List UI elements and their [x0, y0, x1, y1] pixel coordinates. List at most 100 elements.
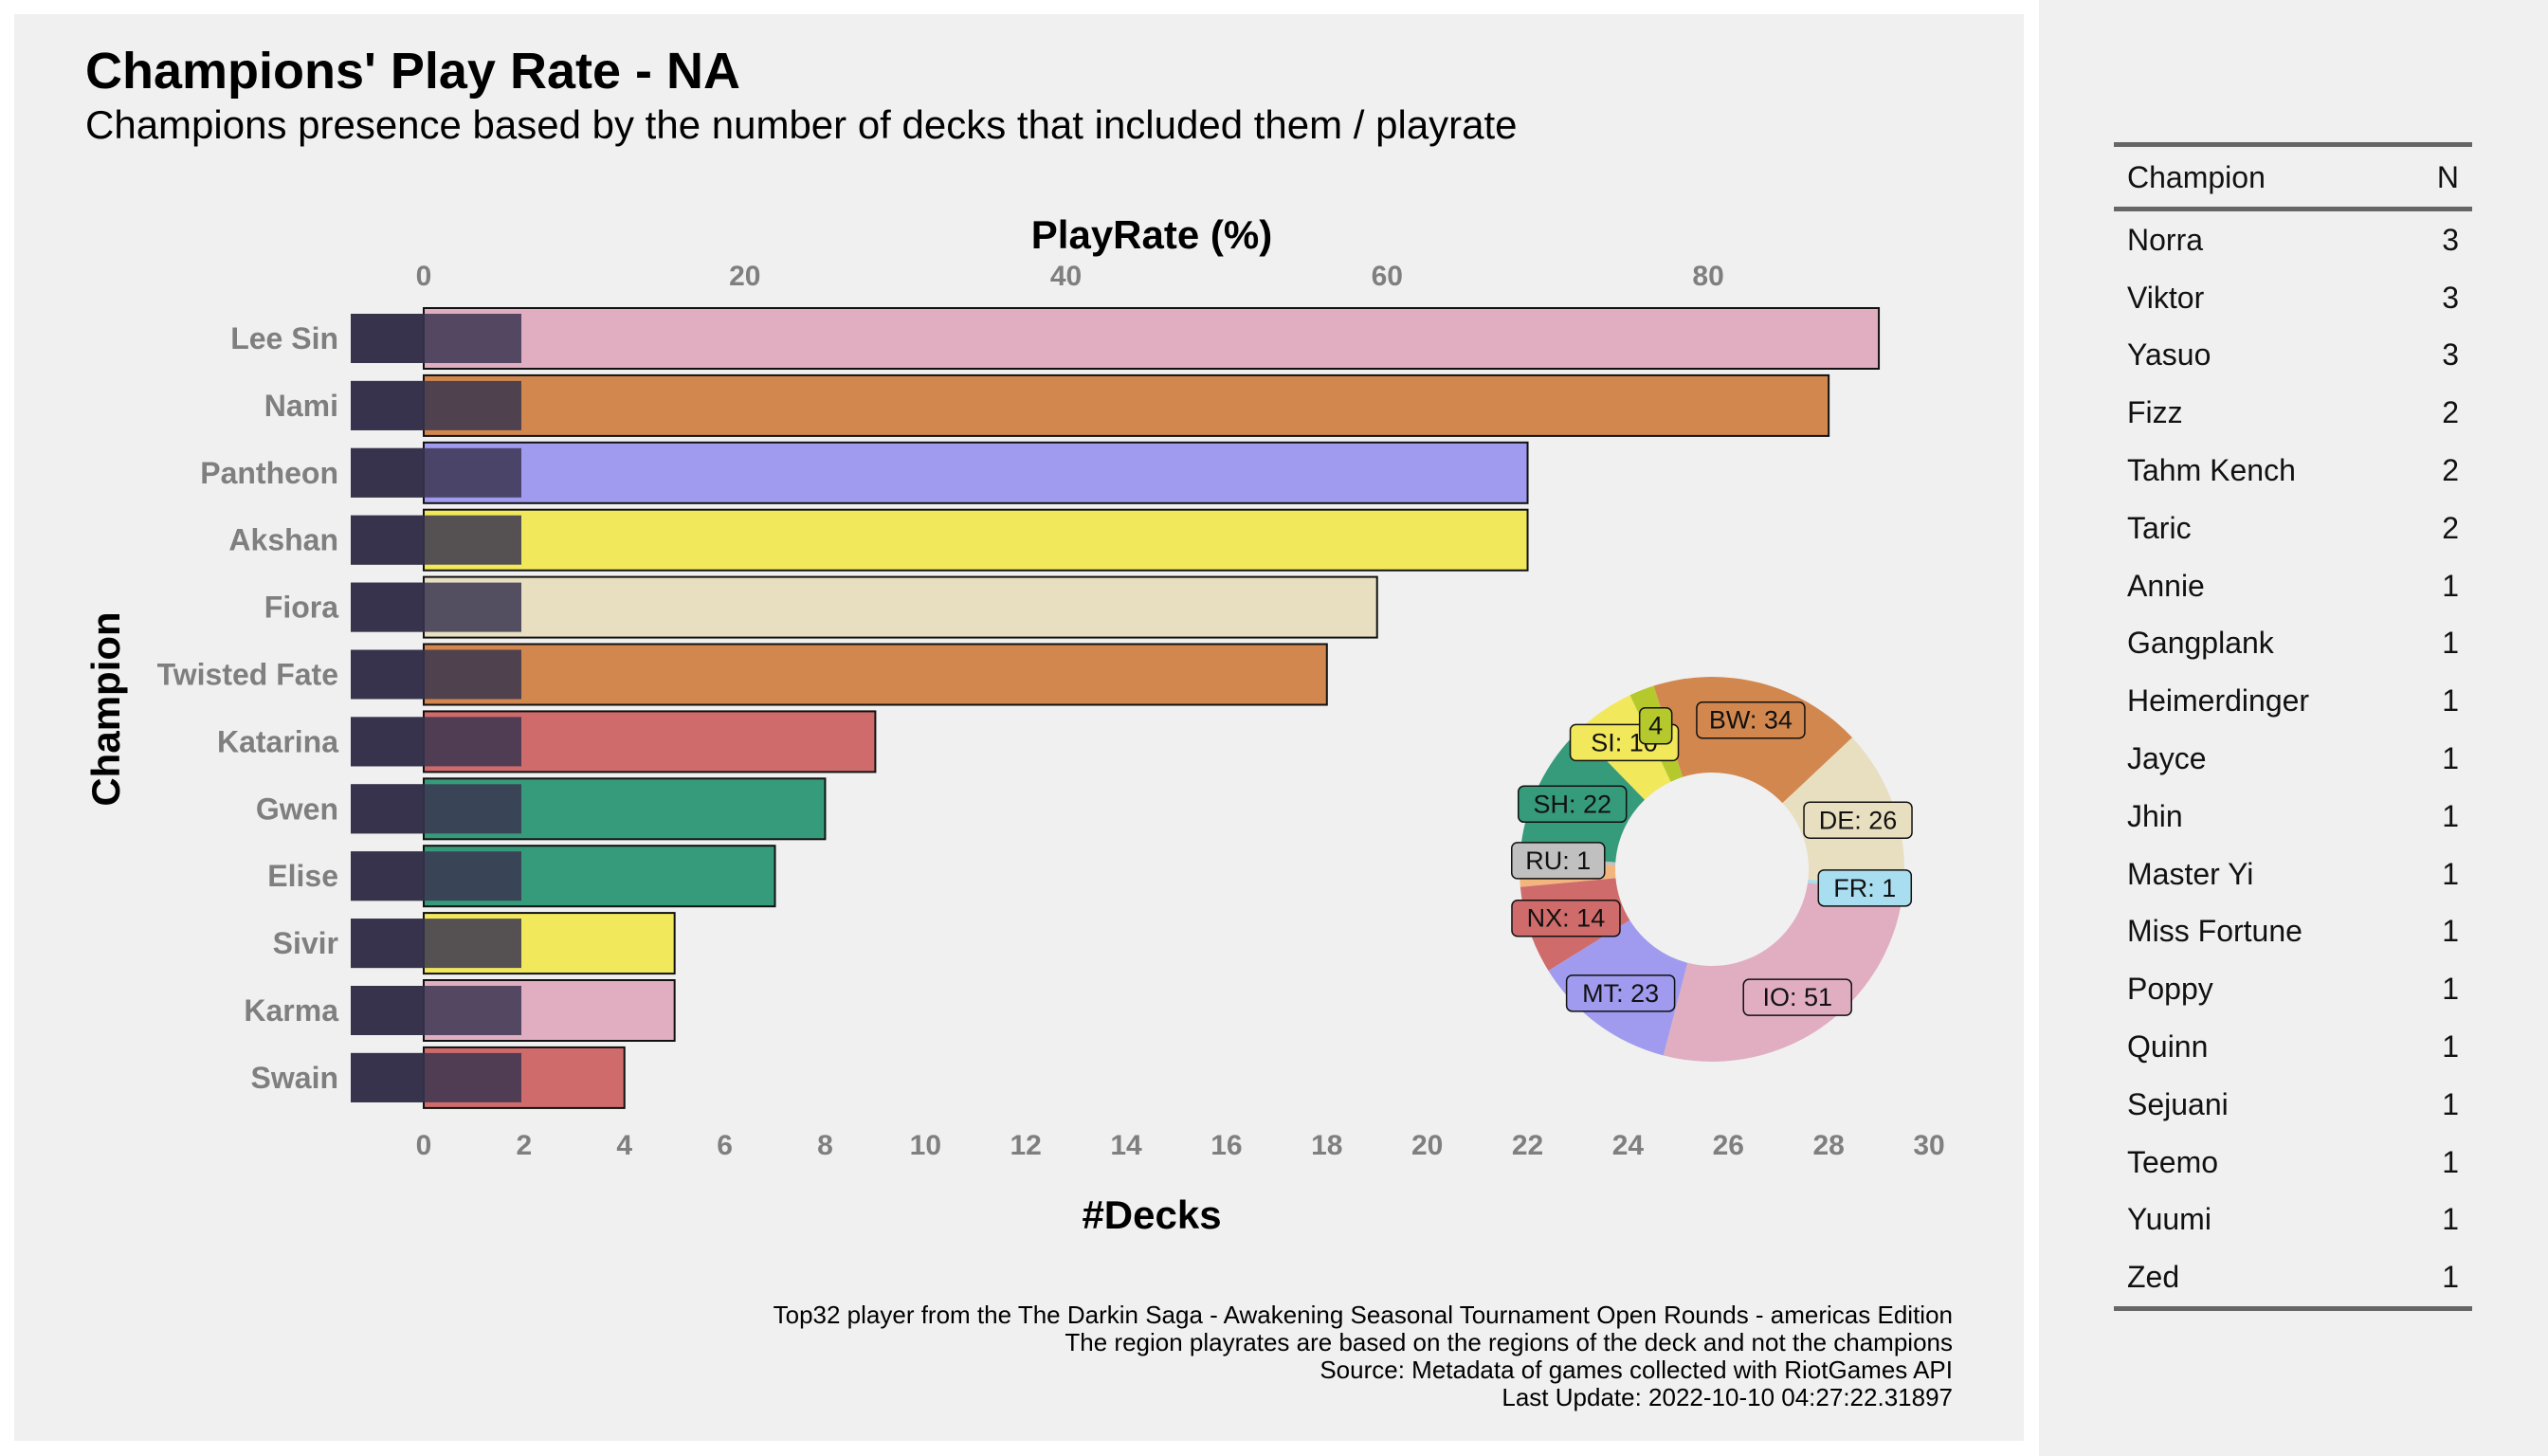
- champion-image-overlay: [351, 515, 521, 565]
- category-label: Nami: [264, 389, 338, 423]
- donut-label: FR: 1: [1817, 869, 1913, 907]
- table-row: Fizz 2: [2114, 384, 2472, 442]
- table-row: Yasuo 3: [2114, 327, 2472, 385]
- x-tick-label: 26: [1713, 1130, 1744, 1161]
- x-tick-label: 12: [1010, 1130, 1042, 1161]
- svg-text:DE: 26: DE: 26: [1819, 806, 1898, 834]
- donut-label: BW: 34: [1696, 701, 1806, 739]
- table-row: Viktor 3: [2114, 269, 2472, 327]
- cell-n: 3: [2442, 280, 2459, 315]
- cell-champion: Annie: [2127, 568, 2205, 603]
- table-header-row: Champion N: [2114, 142, 2472, 211]
- x-top-tick-label: 60: [1372, 261, 1403, 292]
- cell-n: 3: [2442, 337, 2459, 373]
- svg-text:NX: 14: NX: 14: [1527, 904, 1606, 933]
- cell-champion: Fizz: [2127, 395, 2183, 430]
- champion-count-table: Champion N Norra 3 Viktor 3 Yasuo 3 Fizz 2 Tahm …: [2114, 142, 2472, 1312]
- cell-n: 1: [2442, 1086, 2459, 1121]
- cell-champion: Master Yi: [2127, 856, 2254, 891]
- x-tick-label: 10: [910, 1130, 941, 1161]
- cell-n: 1: [2442, 798, 2459, 833]
- chart-subtitle: Champions presence based by the number o…: [85, 102, 1518, 147]
- cell-champion: Yuumi: [2127, 1202, 2211, 1237]
- category-label: Twisted Fate: [157, 658, 338, 692]
- bar-nami: [423, 373, 1830, 437]
- bar-lee-sin: [423, 307, 1881, 370]
- caption-line-2: The region playrates are based on the re…: [1065, 1328, 1953, 1356]
- svg-text:BW: 34: BW: 34: [1709, 706, 1793, 735]
- table-row: Quinn 1: [2114, 1018, 2472, 1076]
- caption-line-3: Source: Metadata of games collected with…: [1320, 1356, 1953, 1384]
- cell-n: 1: [2442, 1144, 2459, 1179]
- table-row: Miss Fortune 1: [2114, 903, 2472, 961]
- x-tick-label: 6: [717, 1130, 733, 1161]
- champion-image-overlay: [351, 447, 521, 498]
- donut-label: MT: 23: [1565, 974, 1676, 1012]
- donut-label: NX: 14: [1511, 899, 1621, 937]
- category-label: Fiora: [264, 591, 338, 625]
- champion-image-overlay: [351, 314, 521, 363]
- table-row: Master Yi 1: [2114, 846, 2472, 903]
- champion-image-overlay: [351, 649, 521, 700]
- category-label: Pantheon: [200, 456, 338, 490]
- cell-champion: Miss Fortune: [2127, 914, 2302, 949]
- cell-champion: Quinn: [2127, 1029, 2209, 1065]
- champion-image-overlay: [351, 919, 521, 969]
- champion-image-overlay: [351, 380, 521, 430]
- cell-n: 1: [2442, 914, 2459, 949]
- cell-champion: Sejuani: [2127, 1086, 2229, 1121]
- x-axis-bottom-title: #Decks: [1082, 1192, 1221, 1237]
- donut-label: IO: 51: [1742, 978, 1852, 1016]
- x-tick-label: 22: [1512, 1130, 1543, 1161]
- table-row: Norra 3: [2114, 209, 2472, 269]
- cell-champion: Yasuo: [2127, 337, 2211, 373]
- cell-champion: Teemo: [2127, 1144, 2219, 1179]
- donut-label: SH: 22: [1517, 785, 1628, 824]
- caption-line-4: Last Update: 2022-10-10 04:27:22.31897: [1502, 1383, 1953, 1411]
- champion-image-overlay: [351, 851, 521, 901]
- cell-champion: Norra: [2127, 222, 2204, 257]
- table-row: Annie 1: [2114, 557, 2472, 615]
- x-tick-label: 0: [416, 1130, 432, 1161]
- x-axis-top-title: PlayRate (%): [1031, 212, 1272, 257]
- svg-text:SH: 22: SH: 22: [1533, 790, 1611, 818]
- cell-champion: Jayce: [2127, 741, 2207, 776]
- donut-label: DE: 26: [1803, 801, 1913, 840]
- x-tick-label: 30: [1913, 1130, 1944, 1161]
- cell-champion: Taric: [2127, 510, 2192, 545]
- svg-text:RU: 1: RU: 1: [1525, 846, 1591, 875]
- champion-image-overlay: [351, 1052, 521, 1102]
- x-tick-label: 14: [1110, 1130, 1142, 1161]
- svg-text:MT: 23: MT: 23: [1582, 979, 1659, 1008]
- x-tick-label: 16: [1210, 1130, 1242, 1161]
- x-tick-label: 4: [616, 1130, 632, 1161]
- cell-champion: Gangplank: [2127, 626, 2274, 661]
- cell-champion: Tahm Kench: [2127, 453, 2296, 488]
- table-row: Poppy 1: [2114, 960, 2472, 1018]
- cell-champion: Viktor: [2127, 280, 2205, 315]
- cell-n: 1: [2442, 568, 2459, 603]
- x-top-tick-label: 80: [1692, 261, 1723, 292]
- svg-text:4: 4: [1648, 712, 1663, 740]
- x-tick-label: 20: [1411, 1130, 1443, 1161]
- bar-fiora: [423, 575, 1378, 639]
- bars-layer: Lee Sin Nami Pantheon Akshan Fiora Twisted Fa…: [157, 261, 1945, 1161]
- column-header-n: N: [2400, 142, 2472, 211]
- x-top-tick-label: 20: [729, 261, 760, 292]
- cell-n: 2: [2442, 453, 2459, 488]
- donut-slice-io: [1663, 883, 1903, 1062]
- donut-label: RU: 1: [1511, 842, 1606, 880]
- cell-n: 2: [2442, 510, 2459, 545]
- table-row: Tahm Kench 2: [2114, 442, 2472, 500]
- cell-n: 1: [2442, 626, 2459, 661]
- x-tick-label: 24: [1612, 1130, 1645, 1161]
- table-row: Heimerdinger 1: [2114, 672, 2472, 730]
- category-label: Karma: [244, 993, 338, 1028]
- svg-text:FR: 1: FR: 1: [1833, 874, 1896, 902]
- cell-n: 1: [2442, 683, 2459, 719]
- cell-n: 1: [2442, 972, 2459, 1007]
- category-label: Lee Sin: [230, 321, 338, 355]
- cell-n: 1: [2442, 1029, 2459, 1065]
- champion-image-overlay: [351, 717, 521, 767]
